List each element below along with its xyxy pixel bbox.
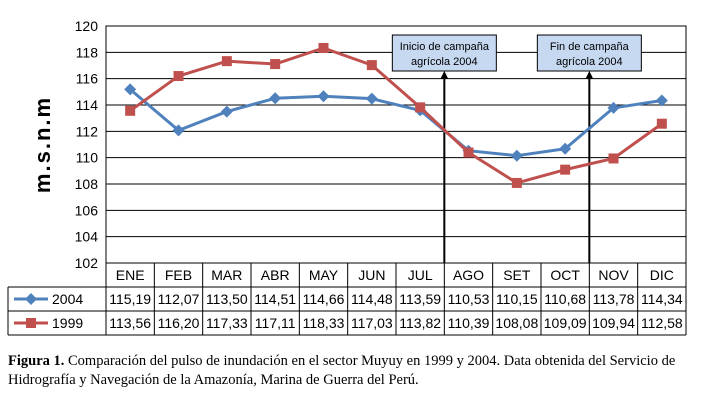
x-tick-label: JUL [408, 267, 433, 283]
data-point [269, 92, 282, 105]
data-label: 114,34 [641, 291, 683, 307]
data-point [463, 147, 474, 158]
data-point [318, 42, 329, 53]
y-tick-label: 112 [76, 123, 99, 139]
data-label: 114,48 [351, 291, 393, 307]
data-point [656, 118, 667, 129]
data-point [560, 164, 571, 175]
annotation-text: agrícola 2004 [556, 56, 623, 68]
y-tick-label: 120 [75, 18, 99, 34]
x-tick-label: OCT [550, 267, 580, 283]
legend-series-name: 2004 [52, 291, 83, 307]
x-tick-label: AGO [453, 267, 484, 283]
data-label: 110,39 [448, 315, 490, 331]
data-label: 113,56 [109, 315, 151, 331]
data-point [510, 149, 523, 162]
y-tick-label: 104 [75, 229, 99, 245]
data-label: 117,33 [206, 315, 248, 331]
annotation-text: Inicio de campaña [400, 41, 490, 53]
data-label: 117,03 [351, 315, 393, 331]
data-label: 109,09 [544, 315, 587, 331]
data-point [125, 105, 136, 116]
data-point [655, 94, 668, 107]
annotation-text: agrícola 2004 [411, 56, 478, 68]
data-point [270, 59, 281, 70]
data-point [124, 83, 137, 96]
data-label: 115,19 [109, 291, 151, 307]
data-label: 114,66 [303, 291, 345, 307]
legend-key-marker [25, 293, 37, 305]
data-label: 116,20 [158, 315, 200, 331]
annotation-arrowhead [585, 71, 594, 79]
caption-text: Comparación del pulso de inundación en e… [8, 353, 676, 388]
data-point [221, 56, 232, 67]
caption-label: Figura 1. [8, 353, 65, 369]
data-label: 112,07 [158, 291, 200, 307]
annotation-text: Fin de campaña [550, 41, 630, 53]
annotation-box [536, 34, 642, 72]
y-tick-label: 114 [76, 97, 99, 113]
data-label: 113,82 [399, 315, 441, 331]
legend-series-name: 1999 [52, 315, 83, 331]
data-point [172, 124, 185, 137]
chart-svg: 102 104 106 108 110 112 114 116 118 120 m.s.n.m ENE… [7, 18, 687, 336]
data-point [415, 102, 426, 113]
x-tick-label: DIC [650, 267, 674, 283]
figure-caption: Figura 1. Comparación del pulso de inund… [8, 352, 720, 390]
data-point [366, 60, 377, 71]
data-point [608, 153, 619, 164]
series-line [129, 46, 663, 185]
data-point [220, 105, 233, 118]
x-tick-label: ENE [116, 267, 145, 283]
data-label: 108,08 [495, 315, 538, 331]
y-tick-label: 110 [76, 150, 99, 166]
x-tick-label: ABR [261, 267, 290, 283]
y-tick-label: 108 [75, 176, 99, 192]
x-tick-label: SET [503, 267, 531, 283]
x-tick-label: MAY [309, 267, 339, 283]
data-point [559, 142, 572, 155]
y-tick-label: 118 [76, 44, 99, 60]
y-tick-label: 102 [75, 255, 99, 271]
data-label: 113,50 [206, 291, 248, 307]
y-tick-label: 116 [76, 71, 99, 87]
data-label: 118,33 [303, 315, 345, 331]
data-label: 110,53 [448, 291, 490, 307]
data-point [317, 90, 330, 103]
data-point [607, 101, 620, 114]
data-point [173, 71, 184, 82]
data-label: 109,94 [592, 315, 635, 331]
x-tick-label: FEB [165, 267, 192, 283]
data-point [511, 177, 522, 188]
y-axis-label: m.s.n.m [30, 96, 55, 193]
legend-key-marker [26, 318, 36, 328]
x-tick-label: MAR [211, 267, 242, 283]
x-tick-label: NOV [598, 267, 629, 283]
data-label: 113,78 [593, 291, 635, 307]
series-line [129, 88, 663, 158]
data-label: 112,58 [641, 315, 683, 331]
annotation-arrowhead [440, 71, 449, 79]
data-label: 114,51 [254, 291, 296, 307]
data-label: 110,15 [496, 291, 538, 307]
y-tick-label: 106 [75, 202, 99, 218]
data-point [365, 92, 378, 105]
annotation-box [391, 34, 497, 72]
data-label: 110,68 [544, 291, 586, 307]
data-label: 117,11 [255, 315, 296, 331]
x-tick-label: JUN [358, 267, 385, 283]
data-label: 113,59 [399, 291, 441, 307]
